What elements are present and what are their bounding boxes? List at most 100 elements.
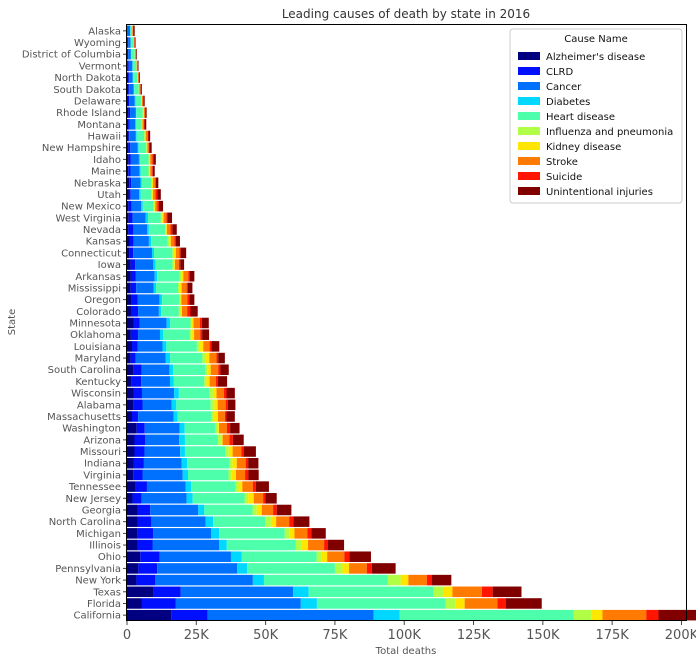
bar-segment (152, 189, 154, 200)
bar-segment (127, 224, 129, 235)
bar-segment (155, 200, 158, 212)
x-tick-label: 25K (184, 628, 210, 643)
bar-segment (135, 48, 137, 60)
bar-segment (127, 586, 154, 598)
bar-segment (127, 399, 134, 411)
bar-segment (205, 516, 214, 527)
bar-segment (142, 200, 154, 212)
bar-segment (135, 259, 154, 270)
bar-segment (135, 119, 137, 130)
y-tick-label: South Carolina (48, 365, 121, 376)
legend-entry: Unintentional injuries (546, 187, 653, 198)
bar-segment (128, 107, 131, 118)
bar-segment (321, 551, 328, 562)
bar-segment (141, 200, 143, 212)
bar-segment (141, 376, 170, 387)
bar-segment (157, 189, 161, 200)
legend-swatch (518, 67, 540, 75)
bar-segment (205, 364, 208, 376)
bars-layer (127, 25, 696, 621)
legend-entry: Influenza and pneumonia (546, 127, 673, 138)
bar-segment (171, 609, 208, 621)
bar-segment (191, 317, 194, 329)
bar-segment (127, 481, 136, 492)
bar-segment (235, 469, 246, 481)
bar-segment (387, 574, 401, 586)
bar-segment (646, 609, 659, 621)
bar-segment (153, 189, 156, 200)
bar-segment (170, 352, 203, 364)
bar-segment (136, 107, 143, 118)
bar-segment (136, 574, 155, 586)
bar-segment (210, 364, 219, 376)
bar-segment (170, 235, 175, 247)
legend-swatch (518, 97, 540, 105)
bar-segment (217, 434, 221, 446)
bar-segment (219, 528, 285, 539)
bar-segment (133, 317, 140, 329)
bar-segment (153, 177, 156, 189)
bar-segment (252, 481, 256, 492)
bar-segment (191, 329, 195, 340)
bar-segment (148, 165, 150, 177)
bar-segment (229, 457, 233, 469)
bar-segment (176, 399, 211, 411)
bar-segment (170, 317, 191, 329)
bar-segment (151, 235, 168, 247)
bar-segment (172, 259, 175, 270)
x-tick-label: 175K (595, 628, 629, 643)
bar-segment (129, 95, 135, 107)
bar-segment (222, 434, 230, 446)
bar-segment (128, 72, 130, 83)
bar-segment (138, 563, 158, 574)
bar-segment (232, 457, 237, 469)
bar-segment (127, 60, 128, 72)
bar-segment (210, 399, 215, 411)
bar-segment (399, 609, 574, 621)
bar-segment (127, 271, 131, 282)
bar-segment (181, 271, 184, 282)
bar-segment (153, 200, 155, 212)
bar-segment (162, 294, 180, 305)
bar-segment (219, 422, 227, 434)
bar-segment (153, 528, 212, 539)
bar-segment (207, 364, 211, 376)
bar-segment (203, 341, 210, 352)
bar-segment (127, 130, 129, 142)
legend-entry: CLRD (546, 67, 574, 78)
bar-segment (194, 329, 201, 340)
bar-segment (245, 457, 249, 469)
bar-segment (136, 60, 138, 72)
legend: Cause Name Alzheimer's disease CLRD Cancer D… (509, 28, 683, 204)
bar-segment (209, 341, 212, 352)
legend-entry: Stroke (546, 157, 578, 168)
bar-segment (211, 341, 220, 352)
bar-segment (155, 177, 156, 189)
y-tick-label: Michigan (76, 529, 121, 540)
y-tick-label: Idaho (93, 155, 121, 166)
bar-segment (127, 142, 129, 153)
bar-segment (349, 551, 371, 562)
bar-segment (316, 551, 322, 562)
bar-segment (230, 551, 242, 562)
y-tick-label: Ohio (98, 552, 121, 563)
bar-segment (153, 586, 181, 598)
y-tick-label: Missouri (80, 447, 121, 458)
bar-segment (140, 189, 151, 200)
bar-segment (172, 224, 177, 235)
legend-entry: Kidney disease (546, 142, 621, 153)
bar-segment (228, 469, 232, 481)
bar-segment (150, 177, 152, 189)
bar-segment (179, 294, 181, 305)
bar-segment (136, 422, 145, 434)
bar-segment (224, 411, 227, 422)
bar-segment (127, 48, 128, 60)
y-tick-label: Illinois (89, 541, 121, 552)
bar-segment (169, 235, 171, 247)
bar-segment (189, 329, 192, 340)
bar-segment (133, 37, 135, 48)
bar-segment (188, 271, 190, 282)
bar-segment (255, 481, 269, 492)
